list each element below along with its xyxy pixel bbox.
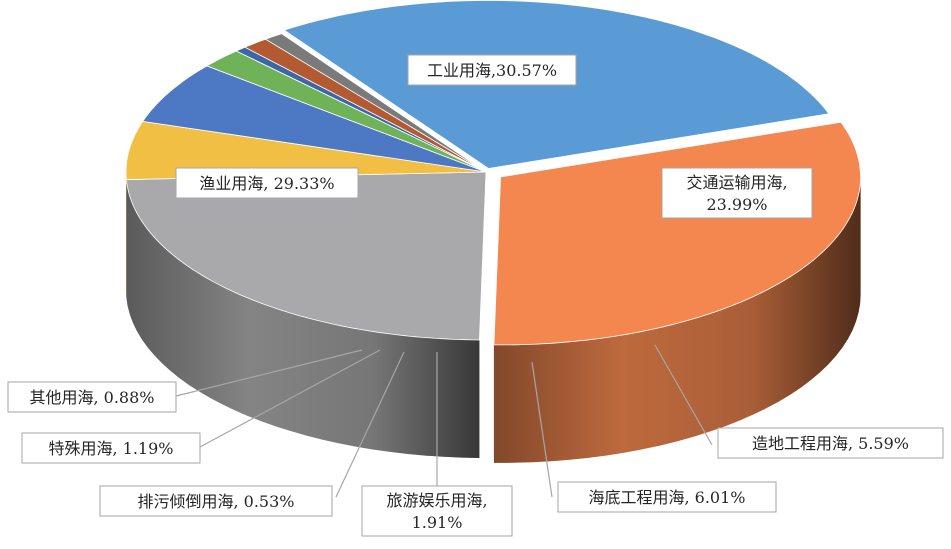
data-label-box	[21, 432, 201, 464]
data-label-box	[661, 167, 813, 219]
data-label-slice-5: 排污倾倒用海, 0.53%	[99, 485, 333, 517]
data-label-text: 排污倾倒用海, 0.53%	[137, 492, 294, 511]
data-label-slice-8: 渔业用海, 29.33%	[175, 167, 359, 199]
data-label-slice-6: 特殊用海, 1.19%	[21, 432, 201, 464]
pie-top-faces	[125, 0, 862, 346]
data-label-value: 1.91%	[412, 513, 463, 532]
leader-line-slice-2	[654, 344, 713, 446]
data-label-box	[175, 167, 359, 199]
data-label-slice-4: 旅游娱乐用海, 1.91%	[361, 485, 513, 537]
data-label-text: 其他用海, 0.88%	[29, 388, 154, 407]
pie-slice-slice-7	[264, 33, 487, 173]
data-label-slice-7: 其他用海, 0.88%	[7, 381, 177, 413]
data-label-box	[7, 381, 177, 413]
data-labels: 工业用海,30.57% 交通运输用海, 23.99% 造地工程用海, 5.59% 海底工…	[7, 54, 944, 537]
data-label-text: 工业用海,30.57%	[427, 61, 557, 80]
data-label-text: 海底工程用海, 6.01%	[588, 488, 745, 507]
pie-slice-slice-4	[205, 50, 487, 173]
data-label-text: 旅游娱乐用海,	[386, 491, 487, 510]
data-label-box	[407, 54, 577, 86]
data-label-slice-2: 造地工程用海, 5.59%	[717, 427, 944, 459]
leader-lines	[175, 344, 713, 498]
data-label-slice-0: 工业用海,30.57%	[407, 54, 577, 86]
side-shade-slice-0-0	[493, 176, 861, 463]
data-label-box	[717, 427, 944, 459]
leader-line-slice-3	[531, 361, 553, 498]
pie-slice-slice-6	[243, 38, 487, 173]
data-label-box	[99, 485, 333, 517]
leader-line-slice-6	[199, 349, 381, 448]
pie-slice-slice-5	[235, 46, 487, 173]
data-label-value: 23.99%	[706, 195, 767, 214]
data-label-slice-3: 海底工程用海, 6.01%	[557, 481, 777, 513]
data-label-box	[557, 481, 777, 513]
pie-slice-slice-1	[125, 171, 487, 341]
data-label-text: 特殊用海, 1.19%	[48, 439, 173, 458]
data-label-text: 造地工程用海, 5.59%	[752, 434, 909, 453]
data-label-slice-1: 交通运输用海, 23.99%	[661, 167, 813, 219]
pie-slice-slice-2	[125, 120, 487, 181]
side-shade-slice-1-0	[126, 179, 480, 458]
data-label-text: 交通运输用海,	[686, 173, 787, 192]
data-label-box	[361, 485, 513, 537]
leader-line-slice-5	[335, 351, 405, 498]
pie-side-walls	[126, 172, 861, 463]
pie-slice-slice-3	[141, 65, 487, 173]
leader-line-slice-7	[175, 349, 363, 397]
data-label-text: 渔业用海, 29.33%	[199, 174, 334, 193]
